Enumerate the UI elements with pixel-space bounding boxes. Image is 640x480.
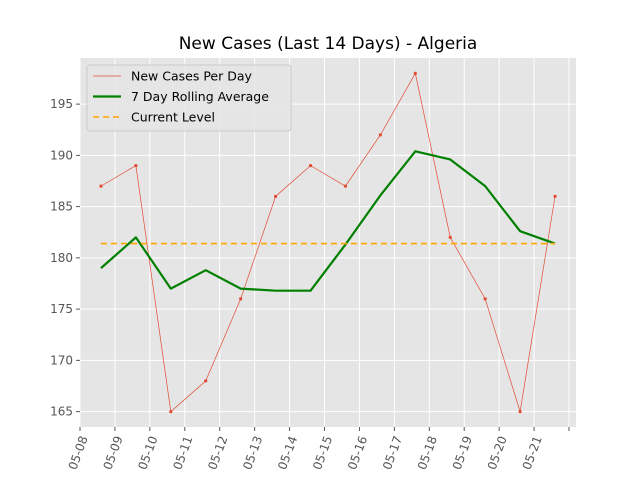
x-tick-label: 05-21 [520, 434, 545, 472]
daily-cases-point [378, 133, 382, 137]
daily-cases-point [239, 297, 243, 301]
y-tick-label: 185 [50, 200, 73, 214]
y-tick-label: 165 [50, 405, 73, 419]
daily-cases-point [483, 297, 487, 301]
y-tick-label: 190 [50, 148, 73, 162]
x-axis: 05-08 05-09 05-10 05-11 05-12 05-13 05-14 05-15… [66, 427, 570, 472]
y-tick-label: 170 [50, 353, 73, 367]
daily-cases-point [553, 194, 557, 198]
x-tick-label: 05-18 [415, 434, 440, 472]
rolling-average-line [100, 150, 556, 292]
daily-cases-point [134, 164, 138, 168]
daily-cases-point [274, 194, 278, 198]
daily-cases-point [343, 184, 348, 188]
daily-cases-point [413, 71, 417, 75]
series-layer [99, 71, 557, 414]
x-tick-label: 05-13 [240, 434, 265, 472]
x-tick-label: 05-20 [485, 434, 510, 472]
daily-cases-point [169, 410, 173, 414]
x-tick-label: 05-19 [450, 434, 475, 472]
x-tick-label: 05-09 [101, 434, 126, 472]
x-tick-label: 05-15 [310, 434, 335, 472]
x-tick-label: 05-17 [380, 434, 405, 472]
daily-cases-point [448, 235, 452, 239]
x-tick-label: 05-11 [170, 434, 195, 472]
x-tick-label: 05-10 [135, 434, 160, 472]
legend-label: Current Level [131, 110, 215, 125]
y-tick-label: 195 [50, 97, 73, 111]
x-tick-label: 05-14 [275, 434, 300, 472]
x-tick-label: 05-12 [205, 434, 230, 472]
legend: New Cases Per Day 7 Day Rolling Average Cu… [86, 64, 292, 132]
legend-label: 7 Day Rolling Average [131, 89, 269, 104]
legend-box [86, 64, 292, 132]
x-tick-label: 05-16 [345, 434, 370, 472]
legend-label: New Cases Per Day [131, 69, 252, 84]
daily-cases-line [100, 72, 556, 413]
x-tick-label: 05-08 [66, 434, 91, 472]
y-axis: 165 170 175 180 185 190 195 [50, 97, 80, 419]
daily-cases-point [99, 184, 103, 188]
y-tick-label: 175 [50, 302, 73, 316]
y-tick-label: 180 [50, 251, 73, 265]
daily-cases-point [204, 379, 208, 383]
daily-cases-point [308, 164, 313, 168]
daily-cases-point [518, 410, 522, 414]
chart-title: New Cases (Last 14 Days) - Algeria [179, 34, 478, 54]
